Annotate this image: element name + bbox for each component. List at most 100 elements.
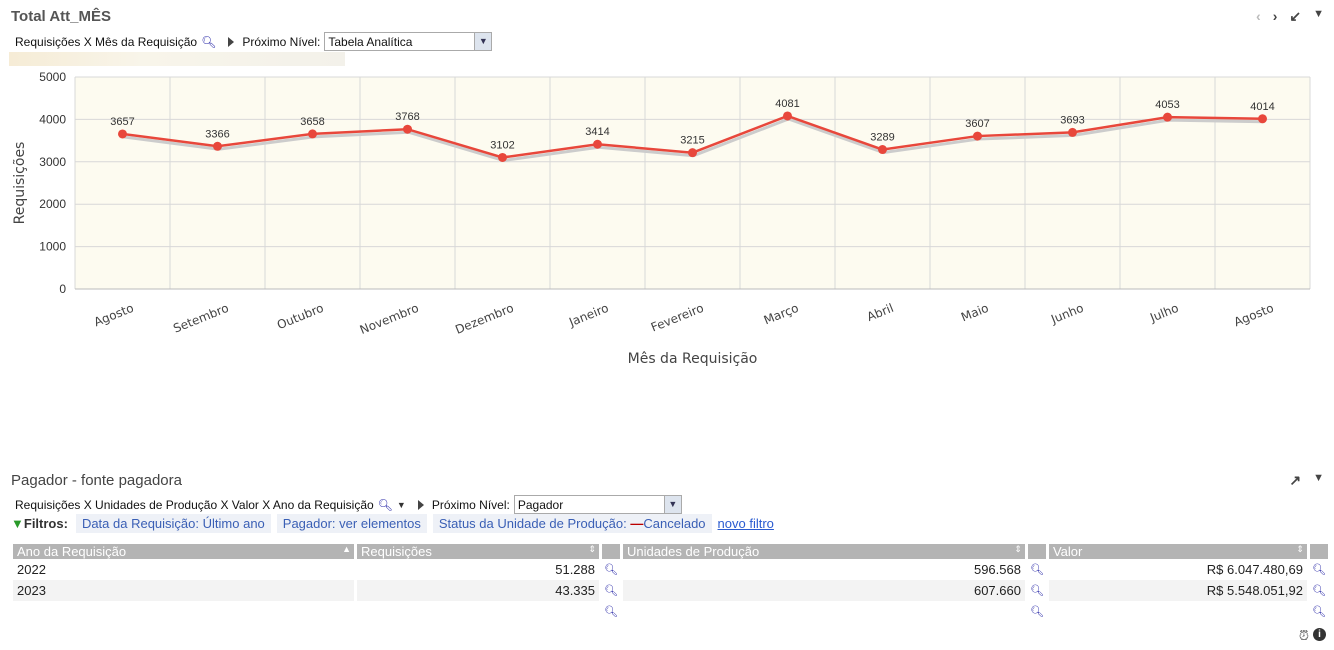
data-point xyxy=(783,111,792,121)
breadcrumb[interactable]: Requisições X Mês da Requisição xyxy=(15,34,198,49)
column-label: Valor xyxy=(1052,544,1083,559)
filter-value: Cancelado xyxy=(643,516,706,531)
plot-area xyxy=(75,77,1310,289)
filter-value: Último ano xyxy=(202,516,265,531)
cell-unidades: 607.660 xyxy=(622,580,1025,601)
breadcrumb[interactable]: Requisições X Unidades de Produção X Val… xyxy=(15,497,374,512)
data-label: 4053 xyxy=(1155,99,1179,111)
caret-down-icon[interactable]: ▼ xyxy=(1313,472,1324,484)
search-icon[interactable]: 🔍︎ xyxy=(1029,606,1044,618)
search-icon[interactable]: 🔍︎ xyxy=(1311,606,1326,618)
chart-panel-title: Total Att_MÊS xyxy=(11,8,111,25)
cell-year: 2022 xyxy=(17,562,46,577)
data-point xyxy=(593,139,602,149)
chevron-down-icon: ▼ xyxy=(663,496,681,513)
data-point xyxy=(213,141,222,151)
play-icon xyxy=(228,36,235,47)
data-label: 3215 xyxy=(680,135,704,147)
line-chart: 0 1000 2000 3000 4000 5000 Agosto Setembro Outub… xyxy=(12,70,1311,366)
search-icon[interactable]: 🔍︎ xyxy=(604,564,618,576)
filter-value: ver elementos xyxy=(339,516,421,531)
search-icon[interactable]: 🔍︎ xyxy=(1029,564,1044,576)
data-point xyxy=(1258,114,1267,124)
y-tick-label: 0 xyxy=(59,282,66,296)
sort-icon[interactable]: ⇕ xyxy=(588,544,596,554)
next-level-value: Pagador xyxy=(517,497,564,512)
filter-key: Data da Requisição: xyxy=(81,516,200,531)
x-tick-label: Janeiro xyxy=(566,301,610,330)
data-table: Ano da Requisição ▲ Requisições ⇕ Unidades… xyxy=(10,544,1331,622)
data-label: 3607 xyxy=(965,118,989,130)
column-header[interactable]: Unidades de Produção ⇕ xyxy=(622,544,1025,559)
x-tick-label: Junho xyxy=(1048,301,1085,327)
search-icon[interactable]: 🔍︎ xyxy=(377,497,393,512)
chart-banner xyxy=(9,52,345,66)
caret-down-icon[interactable]: ▼ xyxy=(1313,8,1324,20)
next-level-select[interactable]: Pagador ▼ xyxy=(513,495,682,514)
search-icon[interactable]: 🔍︎ xyxy=(604,606,618,618)
table-header-row: Ano da Requisição ▲ Requisições ⇕ Unidades… xyxy=(13,544,1328,559)
data-label: 3693 xyxy=(1060,114,1084,126)
minus-icon: — xyxy=(630,516,644,531)
data-label: 4081 xyxy=(775,98,799,110)
filter-chip[interactable]: Pagador: ver elementos xyxy=(276,514,427,533)
caret-down-icon[interactable]: ▼ xyxy=(396,499,406,510)
table-panel-title: Pagador - fonte pagadora xyxy=(11,472,182,489)
collapse-icon[interactable]: ↙ xyxy=(1289,8,1302,24)
x-axis-title: Mês da Requisição xyxy=(628,351,758,366)
search-icon[interactable]: 🔍︎ xyxy=(1029,585,1044,597)
expand-icon[interactable]: ↗ xyxy=(1289,472,1302,488)
new-filter-link[interactable]: novo filtro xyxy=(717,516,774,531)
next-level-select[interactable]: Tabela Analítica ▼ xyxy=(324,32,493,51)
data-point xyxy=(498,152,507,162)
data-point xyxy=(1163,112,1172,122)
chevron-left-icon[interactable]: ‹ xyxy=(1256,8,1261,24)
data-point xyxy=(403,124,412,134)
column-header[interactable]: Valor ⇕ xyxy=(1048,544,1307,559)
filter-key: Status da Unidade de Produção: xyxy=(438,516,627,531)
filters-label: Filtros: xyxy=(23,516,68,531)
filter-chip[interactable]: Status da Unidade de Produção: —Cancelad… xyxy=(432,514,712,533)
column-label: Requisições xyxy=(361,544,432,559)
column-header[interactable]: Requisições ⇕ xyxy=(357,544,599,559)
column-header-spacer xyxy=(1309,544,1328,559)
filter-key: Pagador: xyxy=(282,516,336,531)
search-icon[interactable]: 🔍︎ xyxy=(1311,564,1326,576)
column-label: Unidades de Produção xyxy=(626,544,760,559)
y-tick-label: 2000 xyxy=(39,197,66,211)
info-icon[interactable]: i xyxy=(1313,628,1326,641)
next-level-label: Próximo Nível: xyxy=(242,34,321,49)
x-tick-label: Agosto xyxy=(1232,301,1276,330)
search-icon[interactable]: 🔍︎ xyxy=(201,34,217,49)
alarm-clock-icon[interactable]: ⏰︎ xyxy=(1298,628,1309,643)
data-label: 3768 xyxy=(395,111,419,123)
filter-chip[interactable]: Data da Requisição: Último ano xyxy=(75,514,271,533)
search-icon[interactable]: 🔍︎ xyxy=(604,585,618,597)
data-point xyxy=(118,129,127,139)
table-row: 2023 43.335 🔍︎ 607.660 🔍︎ R$ 5.548.051,9… xyxy=(13,580,1328,601)
x-tick-label: Setembro xyxy=(171,301,230,336)
cell-unidades: 596.568 xyxy=(973,562,1021,577)
next-level-label: Próximo Nível: xyxy=(431,497,510,512)
cell-requisicoes: 43.335 xyxy=(357,580,599,601)
cell-requisicoes: 51.288 xyxy=(555,562,595,577)
column-header[interactable]: Ano da Requisição ▲ xyxy=(13,544,354,559)
x-tick-label: Julho xyxy=(1147,301,1180,325)
column-header-spacer xyxy=(602,544,620,559)
sort-icon[interactable]: ⇕ xyxy=(1296,544,1304,554)
data-point xyxy=(308,129,317,139)
search-icon[interactable]: 🔍︎ xyxy=(1311,585,1326,597)
y-tick-label: 4000 xyxy=(39,112,66,126)
x-tick-label: Agosto xyxy=(92,301,136,330)
x-tick-label: Março xyxy=(762,301,801,328)
table-row: 2022 51.288 🔍︎ 596.568 🔍︎ R$ 6.047.480,6… xyxy=(13,559,1328,580)
data-point xyxy=(688,148,697,158)
data-label: 3366 xyxy=(205,128,229,140)
cell-valor: R$ 6.047.480,69 xyxy=(1206,562,1303,577)
data-label: 3414 xyxy=(585,126,609,138)
cell-year: 2023 xyxy=(13,580,354,601)
data-label: 4014 xyxy=(1250,101,1274,113)
sort-asc-icon[interactable]: ▲ xyxy=(342,544,351,554)
sort-icon[interactable]: ⇕ xyxy=(1014,544,1022,554)
chevron-right-icon[interactable]: › xyxy=(1272,8,1278,24)
